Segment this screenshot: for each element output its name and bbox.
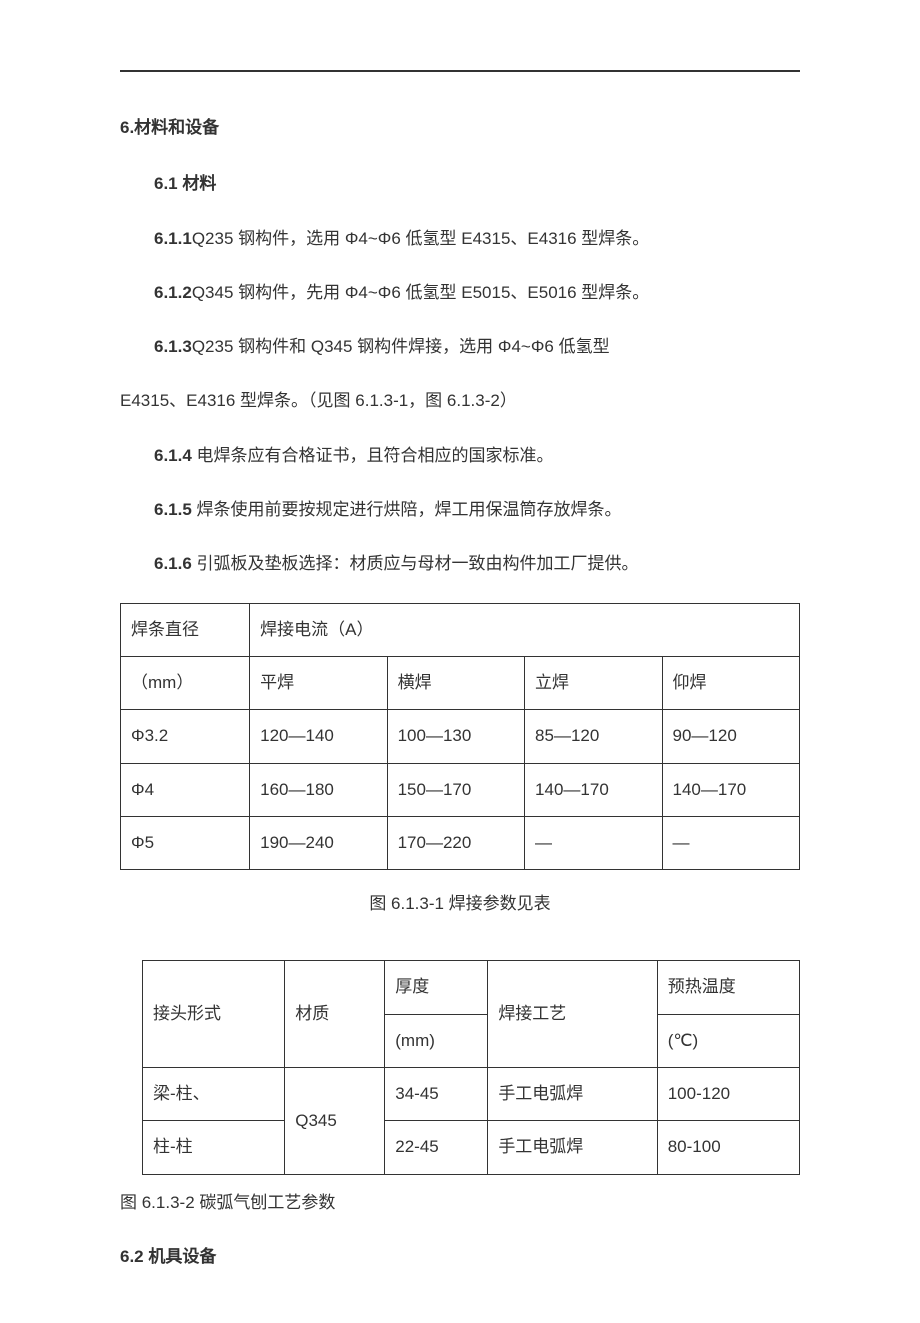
th-overhead: 仰焊 <box>662 656 800 709</box>
th-unit: （mm） <box>121 656 250 709</box>
table-carbon-arc: 接头形式 材质 厚度 焊接工艺 预热温度 (mm) (℃) 梁-柱、 Q345 … <box>142 960 800 1174</box>
table-row: Φ5 190—240 170—220 — — <box>121 816 800 869</box>
cell-v: 90—120 <box>662 710 800 763</box>
cell-v: 160—180 <box>250 763 387 816</box>
table-row: 柱-柱 22-45 手工电弧焊 80-100 <box>143 1121 800 1174</box>
table-row: 梁-柱、 Q345 34-45 手工电弧焊 100-120 <box>143 1068 800 1121</box>
para-text-6-1-6: 引弧板及垫板选择：材质应与母材一致由构件加工厂提供。 <box>192 554 639 573</box>
th-process: 焊接工艺 <box>488 961 657 1068</box>
th-thickness-unit: (mm) <box>385 1014 488 1067</box>
para-num-6-1-3: 6.1.3 <box>154 337 192 356</box>
para-text-6-1-1: Q235 钢构件，选用 Φ4~Φ6 低氢型 E4315、E4316 型焊条。 <box>192 229 649 248</box>
para-text-6-1-2: Q345 钢构件，先用 Φ4~Φ6 低氢型 E5015、E5016 型焊条。 <box>192 283 649 302</box>
cell-material: Q345 <box>285 1068 385 1175</box>
table-row: 接头形式 材质 厚度 焊接工艺 预热温度 <box>143 961 800 1014</box>
para-text-6-1-3: Q235 钢构件和 Q345 钢构件焊接，选用 Φ4~Φ6 低氢型 <box>192 337 610 356</box>
cell-v: 140—170 <box>662 763 800 816</box>
top-rule <box>120 70 800 72</box>
para-6-1-5: 6.1.5 焊条使用前要按规定进行烘陪，焊工用保温筒存放焊条。 <box>120 494 800 526</box>
para-6-1-4: 6.1.4 电焊条应有合格证书，且符合相应的国家标准。 <box>120 440 800 472</box>
table2-caption: 图 6.1.3-2 碳弧气刨工艺参数 <box>120 1187 800 1219</box>
cell-v: 170—220 <box>387 816 524 869</box>
cell-v: 150—170 <box>387 763 524 816</box>
th-diameter: 焊条直径 <box>121 603 250 656</box>
cell-v: 120—140 <box>250 710 387 763</box>
th-flat: 平焊 <box>250 656 387 709</box>
table-welding-params: 焊条直径 焊接电流（A） （mm） 平焊 横焊 立焊 仰焊 Φ3.2 120—1… <box>120 603 800 870</box>
heading-6: 6.材料和设备 <box>120 112 800 144</box>
table-row: 焊条直径 焊接电流（A） <box>121 603 800 656</box>
cell-v: 140—170 <box>525 763 662 816</box>
table-row: （mm） 平焊 横焊 立焊 仰焊 <box>121 656 800 709</box>
para-num-6-1-5: 6.1.5 <box>154 500 192 519</box>
cell-process: 手工电弧焊 <box>488 1068 657 1121</box>
heading-6-1: 6.1 材料 <box>120 168 800 200</box>
cell-joint: 梁-柱、 <box>143 1068 285 1121</box>
table-row: Φ4 160—180 150—170 140—170 140—170 <box>121 763 800 816</box>
cell-process: 手工电弧焊 <box>488 1121 657 1174</box>
para-num-6-1-1: 6.1.1 <box>154 229 192 248</box>
th-vertical: 立焊 <box>525 656 662 709</box>
th-horizontal: 横焊 <box>387 656 524 709</box>
para-num-6-1-6: 6.1.6 <box>154 554 192 573</box>
para-num-6-1-2: 6.1.2 <box>154 283 192 302</box>
cell-temp: 100-120 <box>657 1068 799 1121</box>
cell-v: — <box>662 816 800 869</box>
para-num-6-1-4: 6.1.4 <box>154 446 192 465</box>
para-6-1-1: 6.1.1Q235 钢构件，选用 Φ4~Φ6 低氢型 E4315、E4316 型… <box>120 223 800 255</box>
para-6-1-3-cont: E4315、E4316 型焊条。（见图 6.1.3-1，图 6.1.3-2） <box>120 385 800 417</box>
th-preheat: 预热温度 <box>657 961 799 1014</box>
cell-thickness: 34-45 <box>385 1068 488 1121</box>
cell-v: — <box>525 816 662 869</box>
cell-d: Φ3.2 <box>121 710 250 763</box>
th-material: 材质 <box>285 961 385 1068</box>
cell-v: 100—130 <box>387 710 524 763</box>
cell-temp: 80-100 <box>657 1121 799 1174</box>
cell-thickness: 22-45 <box>385 1121 488 1174</box>
cell-v: 190—240 <box>250 816 387 869</box>
th-joint: 接头形式 <box>143 961 285 1068</box>
th-preheat-unit: (℃) <box>657 1014 799 1067</box>
table-row: Φ3.2 120—140 100—130 85—120 90—120 <box>121 710 800 763</box>
para-6-1-2: 6.1.2Q345 钢构件，先用 Φ4~Φ6 低氢型 E5015、E5016 型… <box>120 277 800 309</box>
cell-joint: 柱-柱 <box>143 1121 285 1174</box>
th-current: 焊接电流（A） <box>250 603 800 656</box>
cell-d: Φ4 <box>121 763 250 816</box>
cell-v: 85—120 <box>525 710 662 763</box>
para-6-1-3: 6.1.3Q235 钢构件和 Q345 钢构件焊接，选用 Φ4~Φ6 低氢型 <box>120 331 800 363</box>
para-text-6-1-4: 电焊条应有合格证书，且符合相应的国家标准。 <box>192 446 554 465</box>
para-6-1-6: 6.1.6 引弧板及垫板选择：材质应与母材一致由构件加工厂提供。 <box>120 548 800 580</box>
heading-6-2: 6.2 机具设备 <box>120 1241 800 1273</box>
table1-caption: 图 6.1.3-1 焊接参数见表 <box>120 888 800 920</box>
cell-d: Φ5 <box>121 816 250 869</box>
th-thickness: 厚度 <box>385 961 488 1014</box>
para-text-6-1-5: 焊条使用前要按规定进行烘陪，焊工用保温筒存放焊条。 <box>192 500 622 519</box>
